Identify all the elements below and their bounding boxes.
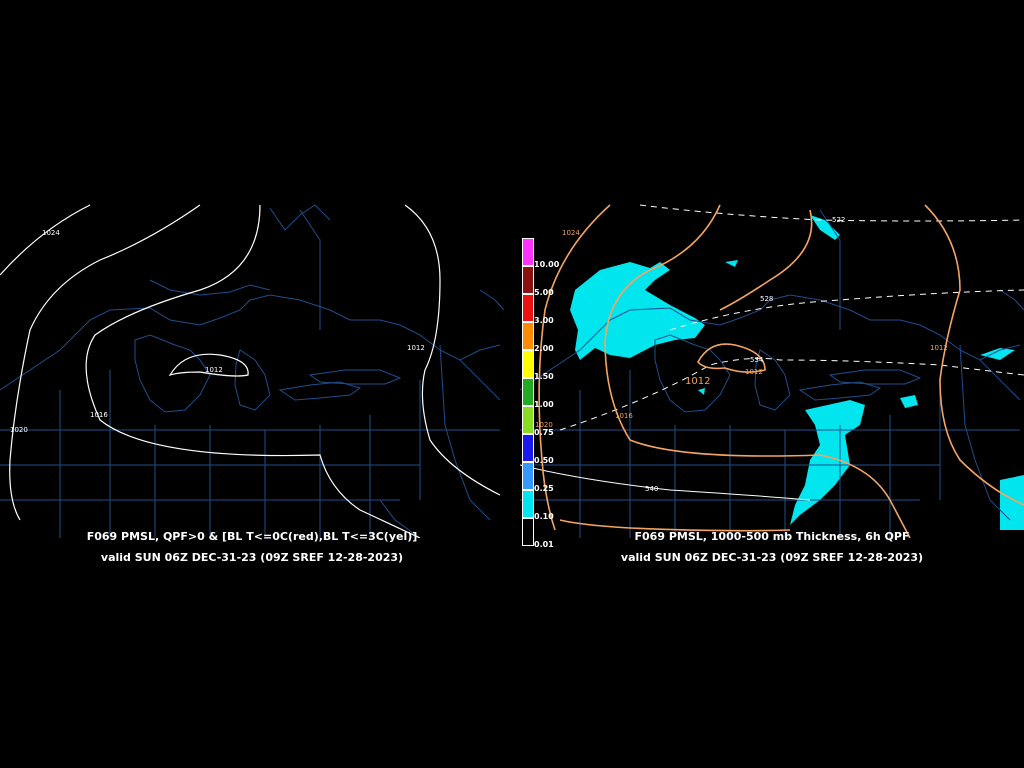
legend-swatch xyxy=(522,406,534,434)
left-panel-valid-time: valid SUN 06Z DEC-31-23 (09Z SREF 12-28-… xyxy=(100,551,404,564)
isobar-label: 1020 xyxy=(535,421,553,429)
basemap-lines xyxy=(520,209,1024,538)
right-map: 1024 1012 1012 1012 1016 1020 522 528 53… xyxy=(520,204,1024,538)
legend-label: 10.00 xyxy=(534,260,560,269)
legend-label: 0.50 xyxy=(534,456,554,465)
legend-swatch xyxy=(522,322,534,350)
legend-swatch xyxy=(522,350,534,378)
legend-label: 0.25 xyxy=(534,484,554,493)
isobar-label: 1012 xyxy=(205,366,223,374)
isobar-label: 1012 xyxy=(745,368,763,376)
legend-swatch xyxy=(522,490,534,518)
isobar-label: 1012 xyxy=(930,344,948,352)
legend-swatch xyxy=(522,434,534,462)
legend-label: 2.00 xyxy=(534,344,554,353)
legend-swatch xyxy=(522,266,534,294)
legend-label: 0.75 xyxy=(534,428,554,437)
thickness-label: 534 xyxy=(750,356,764,364)
legend-label: 5.00 xyxy=(534,288,554,297)
thickness-label: 528 xyxy=(760,295,773,303)
isobar-label: 1016 xyxy=(90,411,108,419)
isobar-label: 1020 xyxy=(10,426,28,434)
left-panel-title: F069 PMSL, QPF>0 & [BL T<=0C(red),BL T<=… xyxy=(86,530,418,543)
right-panel-valid-time: valid SUN 06Z DEC-31-23 (09Z SREF 12-28-… xyxy=(620,551,924,564)
isobar-label: 1012 xyxy=(407,344,425,352)
legend-swatch xyxy=(522,238,534,266)
legend-swatch xyxy=(522,462,534,490)
isobar-label: 1024 xyxy=(562,229,580,237)
legend-label: 1.50 xyxy=(534,372,554,381)
thickness-lines xyxy=(559,204,1024,431)
isobar-label: 1016 xyxy=(615,412,633,420)
basemap-lines xyxy=(0,204,504,538)
isobar-label: 1012 xyxy=(685,376,710,387)
right-map-panel: 1024 1012 1012 1012 1016 1020 522 528 53… xyxy=(520,200,1024,538)
left-map-panel: 1024 1012 1012 1016 1020 xyxy=(0,200,504,538)
legend-label: 3.00 xyxy=(534,316,554,325)
legend-label: 0.10 xyxy=(534,512,554,521)
legend-swatch xyxy=(522,294,534,322)
thickness-label: 522 xyxy=(832,216,845,224)
thickness-line-540 xyxy=(520,464,811,501)
legend-label: 1.00 xyxy=(534,400,554,409)
legend-swatch xyxy=(522,518,534,546)
left-map: 1024 1012 1012 1016 1020 xyxy=(0,204,504,538)
isobar-label: 1024 xyxy=(42,229,60,237)
isobars xyxy=(538,204,1024,538)
qpf-shading xyxy=(570,215,1024,530)
legend-swatch xyxy=(522,378,534,406)
thickness-label: 540 xyxy=(645,485,658,493)
right-panel-title: F069 PMSL, 1000-500 mb Thickness, 6h QPF xyxy=(634,530,910,543)
isobars xyxy=(0,204,501,538)
legend-label: 0.01 xyxy=(534,540,554,549)
qpf-color-legend xyxy=(522,238,534,546)
